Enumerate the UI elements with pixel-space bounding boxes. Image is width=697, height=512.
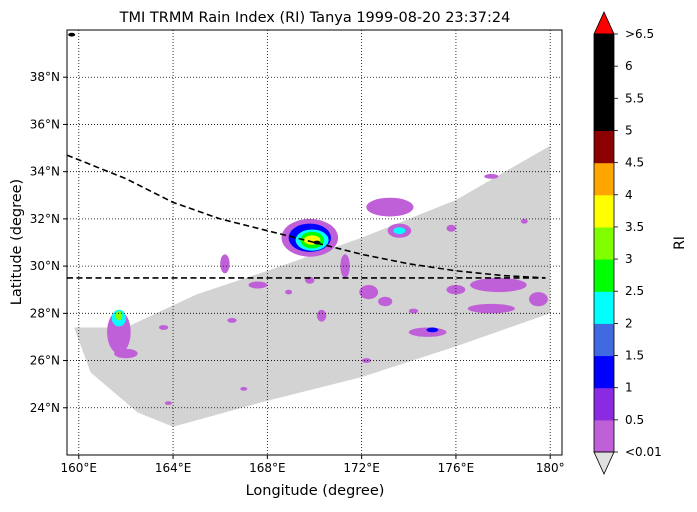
colorbar-tick-label: 3 <box>625 252 633 266</box>
plot-frame <box>66 29 563 456</box>
colorbar: <0.01 0.5 1 1.5 2 2.5 3 3.5 4 4.5 5 5.5 6 >6.5 <box>593 11 662 475</box>
rain-patch <box>164 401 172 405</box>
x-tick-label: 164°E <box>155 461 192 475</box>
colorbar-tick-label: >6.5 <box>625 27 654 41</box>
colorbar-tick-label: 3.5 <box>625 220 644 234</box>
colorbar-tick-label: <0.01 <box>625 445 662 459</box>
y-tick-label: 28°N <box>30 306 60 320</box>
colorbar-segment <box>594 355 614 389</box>
rain-patch <box>359 285 379 300</box>
colorbar-segment <box>594 162 614 196</box>
y-tick-label: 30°N <box>30 259 60 273</box>
rain-patch <box>470 277 527 293</box>
colorbar-segment <box>594 194 614 228</box>
colorbar-segment <box>594 98 614 131</box>
rain-patch <box>361 358 372 363</box>
colorbar-tick-label: 1 <box>625 381 633 395</box>
rain-patch <box>158 325 169 330</box>
y-tick-label: 36°N <box>30 117 60 131</box>
rain-patch <box>446 224 456 232</box>
grid-lines <box>67 30 562 455</box>
colorbar-tick-label: 4 <box>625 188 633 202</box>
colorbar-under-arrow <box>593 451 615 475</box>
x-tick-label: 160°E <box>61 461 98 475</box>
x-axis-label: Longitude (degree) <box>246 483 385 499</box>
y-tick-label: 38°N <box>30 70 60 84</box>
colorbar-tick-label: 5 <box>625 123 633 137</box>
colorbar-tick-label: 2.5 <box>625 284 644 298</box>
rain-patch <box>366 197 414 217</box>
colorbar-segment <box>594 323 614 357</box>
x-axis-ticks: 160°E 164°E 168°E 172°E 176°E 180° <box>61 455 565 475</box>
x-tick-label: 172°E <box>343 461 380 475</box>
colorbar-tick-label: 4.5 <box>625 156 644 170</box>
colorbar-tick-label: 1.5 <box>625 349 644 363</box>
colorbar-over-arrow <box>593 11 615 35</box>
colorbar-tick-label: 5.5 <box>625 91 644 105</box>
colorbar-segment <box>594 259 614 292</box>
rain-patch <box>240 387 248 391</box>
y-tick-label: 24°N <box>30 401 60 415</box>
colorbar-segment <box>594 226 614 260</box>
storm-track-line <box>67 154 546 279</box>
plot-area <box>67 30 562 455</box>
rain-patch <box>393 227 406 235</box>
colorbar-tick-label: 6 <box>625 59 633 73</box>
rain-patch <box>484 174 499 179</box>
rain-patch <box>520 218 528 224</box>
satellite-swath <box>74 145 551 427</box>
rain-patch <box>446 285 466 295</box>
y-tick-label: 26°N <box>30 354 60 368</box>
colorbar-segment <box>594 419 614 453</box>
colorbar-label: RI <box>672 236 688 250</box>
rain-patch <box>114 348 138 359</box>
rain-patch <box>408 308 419 314</box>
rain-patch <box>220 254 230 274</box>
colorbar-tick-label: 2 <box>625 316 633 330</box>
colorbar-segment <box>594 387 614 421</box>
rain-patch <box>248 281 268 289</box>
y-tick-label: 34°N <box>30 165 60 179</box>
rain-patch <box>227 318 237 323</box>
rain-patches <box>68 32 548 405</box>
rain-patch <box>316 309 327 322</box>
x-tick-label: 176°E <box>438 461 475 475</box>
colorbar-segment <box>594 291 614 324</box>
rain-patch <box>340 254 350 278</box>
y-axis-label: Latitude (degree) <box>9 179 25 305</box>
x-tick-label: 180° <box>536 461 565 475</box>
colorbar-frame <box>593 33 615 453</box>
colorbar-tick-label: 0.5 <box>625 413 644 427</box>
rain-patch <box>68 32 76 37</box>
rain-patch <box>378 296 393 307</box>
y-axis-ticks: 24°N 26°N 28°N 30°N 32°N 34°N 36°N 38°N <box>30 70 67 415</box>
y-tick-label: 32°N <box>30 212 60 226</box>
colorbar-segment <box>594 34 614 67</box>
chart-title: TMI TRMM Rain Index (RI) Tanya 1999-08-2… <box>119 10 511 26</box>
colorbar-segment <box>594 130 614 164</box>
rain-patch <box>426 327 439 333</box>
x-tick-label: 168°E <box>249 461 286 475</box>
rain-patch <box>115 311 123 321</box>
rain-patch <box>529 292 548 307</box>
storm-track-lines <box>67 154 546 279</box>
rain-patch <box>467 303 515 314</box>
rain-patch <box>285 289 293 295</box>
colorbar-segment <box>594 66 614 99</box>
